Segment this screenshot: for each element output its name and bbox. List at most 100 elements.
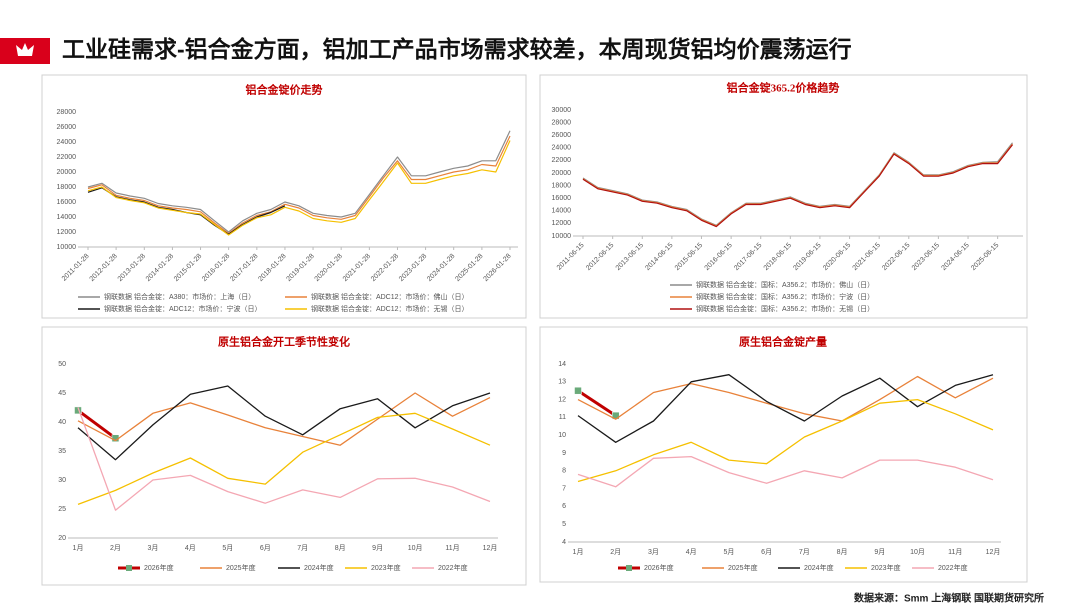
source-note: 数据来源：Smm 上海钢联 国联期货研究所 — [854, 592, 1044, 605]
y-tick-label: 45 — [58, 390, 66, 397]
legend-label: 钢联数据 铝合金锭：国标：A356.2：市场价：佛山（日） — [696, 280, 874, 289]
x-tick-label: 7月 — [799, 548, 810, 556]
x-tick-label: 2月 — [610, 548, 621, 556]
y-tick-label: 16000 — [57, 199, 77, 206]
y-tick-label: 4 — [562, 539, 566, 546]
y-tick-label: 22000 — [552, 157, 572, 164]
x-tick-label: 12月 — [986, 548, 1001, 556]
legend-label: 2023年度 — [871, 563, 901, 572]
y-tick-label: 50 — [58, 361, 66, 368]
series-line — [77, 385, 491, 461]
y-tick-label: 9 — [562, 450, 566, 457]
series-line — [582, 144, 1013, 228]
x-tick-label: 8月 — [837, 548, 848, 556]
y-tick-label: 25 — [58, 506, 66, 513]
x-tick-label: 11月 — [445, 544, 459, 552]
y-tick-label: 35 — [58, 448, 66, 455]
y-tick-label: 18000 — [57, 184, 77, 191]
y-tick-label: 12000 — [552, 220, 572, 227]
x-tick-label: 7月 — [297, 544, 308, 552]
legend-label: 钢联数据 铝合金锭：国标：A356.2：市场价：无锡（日） — [696, 304, 874, 313]
series-line — [77, 392, 491, 446]
legend-label: 2023年度 — [371, 563, 401, 572]
y-tick-label: 30000 — [552, 107, 572, 114]
y-tick-label: 11 — [559, 414, 566, 421]
series-line — [577, 455, 994, 488]
panel — [539, 326, 1028, 583]
legend-label: 2025年度 — [226, 563, 256, 572]
series-line — [77, 407, 491, 511]
legend-label: 2024年度 — [804, 563, 834, 572]
x-tick-label: 8月 — [335, 544, 346, 552]
legend-label: 钢联数据 铝合金锭：ADC12：市场价：无锡（日） — [311, 304, 469, 313]
y-tick-label: 20 — [58, 535, 66, 542]
legend-label: 钢联数据 铝合金锭：ADC12：市场价：宁波（日） — [104, 304, 262, 313]
x-tick-label: 12月 — [483, 544, 498, 552]
y-tick-label: 24000 — [552, 145, 572, 152]
y-tick-label: 20000 — [57, 169, 77, 176]
chart-title: 原生铝合金开工季节性变化 — [218, 335, 350, 349]
chart-title: 原生铝合金锭产量 — [739, 335, 827, 349]
y-tick-label: 6 — [562, 503, 566, 510]
x-tick-label: 3月 — [648, 548, 659, 556]
y-tick-label: 40 — [58, 419, 66, 426]
y-tick-label: 24000 — [57, 139, 77, 146]
crown-icon — [16, 43, 34, 56]
y-tick-label: 18000 — [552, 182, 572, 189]
y-tick-label: 30 — [58, 477, 66, 484]
legend-label: 钢联数据 铝合金锭：A380：市场价：上海（日） — [104, 292, 255, 301]
y-tick-label: 8 — [562, 468, 566, 475]
legend-label: 钢联数据 铝合金锭：国标：A356.2：市场价：宁波（日） — [696, 292, 874, 301]
y-tick-label: 22000 — [57, 154, 77, 161]
series-line — [77, 409, 117, 440]
y-tick-label: 14000 — [57, 214, 77, 221]
y-tick-label: 14000 — [552, 208, 572, 215]
x-tick-label: 5月 — [723, 548, 734, 556]
x-tick-label: 6月 — [260, 544, 271, 552]
y-tick-label: 10000 — [552, 233, 572, 240]
y-tick-label: 5 — [562, 521, 566, 528]
x-tick-label: 2月 — [110, 544, 121, 552]
legend-label: 2022年度 — [438, 563, 468, 572]
x-tick-label: 6月 — [761, 548, 772, 556]
panel — [41, 326, 527, 586]
y-tick-label: 16000 — [552, 195, 572, 202]
legend-label: 2025年度 — [728, 563, 758, 572]
y-tick-label: 26000 — [57, 124, 77, 131]
x-tick-label: 11月 — [948, 548, 962, 556]
x-tick-label: 1月 — [73, 544, 84, 552]
series-line — [87, 135, 511, 235]
legend-label: 钢联数据 铝合金锭：ADC12：市场价：佛山（日） — [311, 292, 469, 301]
y-tick-label: 28000 — [57, 109, 77, 116]
y-tick-label: 12000 — [57, 229, 77, 236]
slide-title: 工业硅需求-铝合金方面，铝加工产品市场需求较差，本周现货铝均价震荡运行 — [62, 36, 852, 62]
legend-label: 2024年度 — [304, 563, 334, 572]
panel — [539, 74, 1028, 319]
x-tick-label: 10月 — [408, 544, 423, 552]
y-tick-label: 12 — [558, 396, 566, 403]
point-marker — [74, 406, 82, 415]
x-tick-label: 9月 — [372, 544, 383, 552]
legend-label: 2022年度 — [938, 563, 968, 572]
series-line — [577, 398, 994, 483]
y-tick-label: 7 — [562, 485, 566, 492]
series-line — [87, 140, 511, 236]
x-tick-label: 1月 — [573, 548, 584, 556]
x-tick-label: 4月 — [185, 544, 196, 552]
y-tick-label: 28000 — [552, 119, 572, 126]
series-line — [77, 412, 491, 506]
y-tick-label: 26000 — [552, 132, 572, 139]
series-line — [577, 374, 994, 443]
series-line — [577, 375, 994, 422]
x-tick-label: 4月 — [686, 548, 697, 556]
legend-label: 2026年度 — [144, 563, 174, 572]
legend-label: 2026年度 — [644, 563, 674, 572]
legend-marker — [126, 565, 132, 571]
y-tick-label: 10 — [558, 432, 566, 439]
chart-title: 铝合金锭价走势 — [246, 83, 323, 97]
y-tick-label: 14 — [558, 361, 566, 368]
y-tick-label: 13 — [558, 379, 566, 386]
x-tick-label: 3月 — [147, 544, 158, 552]
series-line — [87, 130, 511, 233]
